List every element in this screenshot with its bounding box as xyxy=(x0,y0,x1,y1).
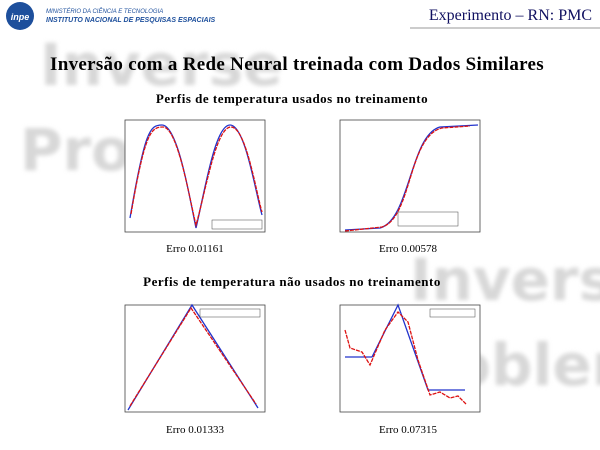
caption: Erro 0.00578 xyxy=(379,243,438,255)
plot xyxy=(124,304,266,413)
logo-text: inpe xyxy=(11,12,30,22)
watermark: Inverse xyxy=(40,31,282,99)
logo xyxy=(6,2,34,30)
curve xyxy=(345,303,465,391)
legend xyxy=(429,308,476,318)
caption: Erro 0.01333 xyxy=(166,424,225,436)
curve xyxy=(344,125,471,232)
title: Inversão com a Rede Neural treinada com … xyxy=(50,54,544,75)
legend xyxy=(211,219,263,230)
section-heading: Perfis de temperatura não usados no trei… xyxy=(143,274,441,289)
plot xyxy=(339,304,481,413)
ministry: MINISTÉRIO DA CIÊNCIA E TECNOLOGIA xyxy=(46,7,163,15)
curve xyxy=(129,306,257,407)
legend xyxy=(199,308,261,318)
curve xyxy=(344,311,467,405)
curve xyxy=(130,126,263,228)
caption: Erro 0.01161 xyxy=(166,243,224,255)
section-heading: Perfis de temperatura usados no treiname… xyxy=(156,91,428,106)
badge: Experimento – RN: PMC xyxy=(429,7,592,24)
legend xyxy=(397,211,459,227)
plot xyxy=(124,119,266,233)
watermark: Inverse xyxy=(410,246,600,314)
institute: INSTITUTO NACIONAL DE PESQUISAS ESPACIAI… xyxy=(46,17,216,24)
caption: Erro 0.07315 xyxy=(379,424,438,436)
